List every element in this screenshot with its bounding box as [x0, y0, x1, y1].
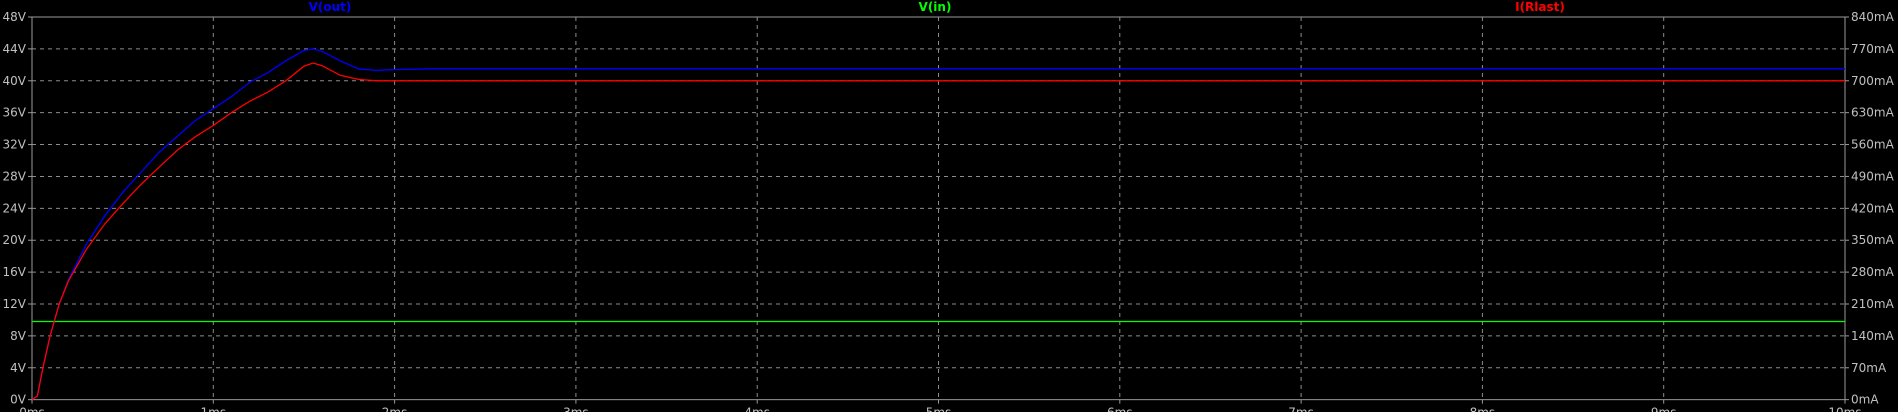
- y-right-tick-label: 560mA: [1851, 138, 1895, 152]
- y-left-tick-label: 24V: [3, 201, 27, 215]
- y-right-tick-label: 0mA: [1851, 393, 1879, 407]
- y-left-tick-label: 12V: [3, 297, 27, 311]
- y-right-tick-label: 140mA: [1851, 329, 1895, 343]
- y-right-tick-label: 770mA: [1851, 42, 1895, 56]
- y-right-tick-label: 840mA: [1851, 10, 1895, 24]
- y-right-tick-label: 630mA: [1851, 106, 1895, 120]
- y-left-tick-label: 32V: [3, 138, 27, 152]
- x-tick-label: 0ms: [19, 406, 45, 412]
- legend-entry-i-rlast[interactable]: I(Rlast): [1515, 0, 1565, 14]
- legend-entry-v-in[interactable]: V(in): [919, 0, 952, 14]
- y-left-tick-label: 36V: [3, 106, 27, 120]
- y-right-tick-label: 280mA: [1851, 265, 1895, 279]
- x-tick-label: 8ms: [1470, 406, 1496, 412]
- legend-layer: V(out) V(in) I(Rlast): [309, 0, 1565, 14]
- x-tick-label: 2ms: [382, 406, 408, 412]
- y-right-tick-label: 700mA: [1851, 74, 1895, 88]
- y-left-tick-label: 16V: [3, 265, 27, 279]
- y-left-tick-label: 20V: [3, 233, 27, 247]
- series-layer: [31, 48, 1845, 401]
- y-left-tick-label: 40V: [3, 74, 27, 88]
- y-left-tick-label: 0V: [10, 393, 27, 407]
- y-left-tick-label: 28V: [3, 169, 27, 183]
- axis-layer: 0ms 1ms 2ms 3ms 4ms 5ms 6ms 7ms 8ms 9ms 10ms 0V 4V 8V…: [3, 10, 1895, 412]
- y-left-tick-label: 44V: [3, 42, 27, 56]
- y-right-tick-label: 350mA: [1851, 233, 1895, 247]
- y-left-tick-label: 48V: [3, 10, 27, 24]
- x-tick-label: 4ms: [744, 406, 770, 412]
- series-line-v-out: [31, 48, 1845, 401]
- y-right-tick-label: 490mA: [1851, 169, 1895, 183]
- y-left-tick-label: 8V: [10, 329, 27, 343]
- x-tick-label: 1ms: [201, 406, 227, 412]
- x-tick-label: 5ms: [926, 406, 952, 412]
- y-right-tick-label: 420mA: [1851, 201, 1895, 215]
- y-right-tick-label: 70mA: [1851, 361, 1887, 375]
- x-tick-label: 6ms: [1107, 406, 1133, 412]
- y-left-tick-label: 4V: [10, 361, 27, 375]
- x-tick-label: 3ms: [563, 406, 589, 412]
- x-tick-label: 7ms: [1288, 406, 1314, 412]
- x-tick-label: 10ms: [1828, 406, 1861, 412]
- series-line-i-rlast: [31, 62, 1845, 401]
- x-tick-label: 9ms: [1651, 406, 1677, 412]
- grid-layer: [32, 17, 1845, 400]
- legend-entry-v-out[interactable]: V(out): [309, 0, 352, 14]
- y-right-tick-label: 210mA: [1851, 297, 1895, 311]
